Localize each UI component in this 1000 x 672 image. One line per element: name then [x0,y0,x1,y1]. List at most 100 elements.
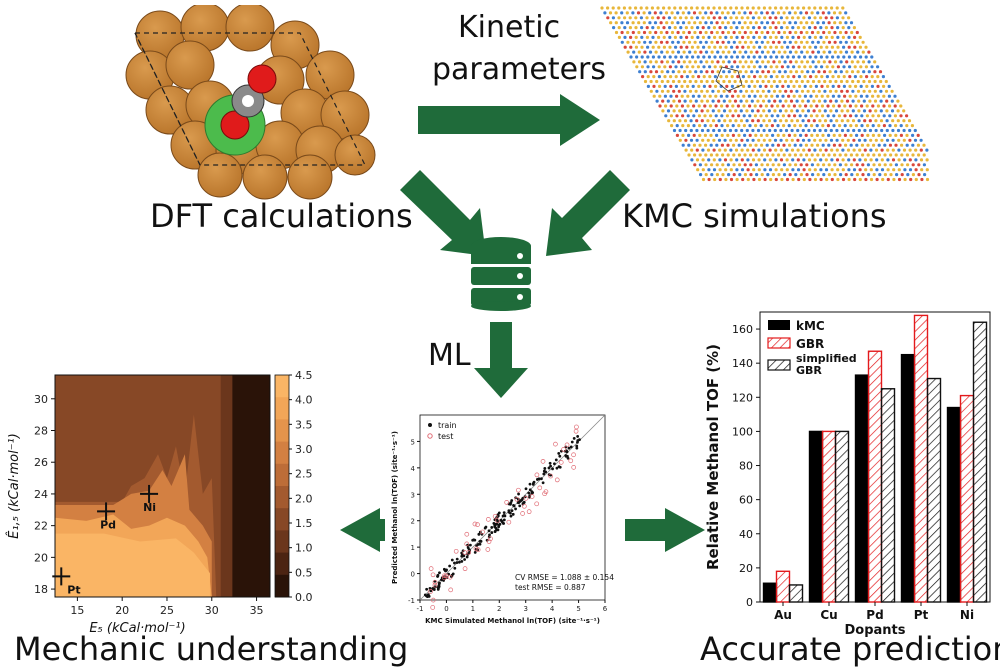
lattice-site [722,79,726,84]
train-point [432,588,436,591]
lattice-site [672,109,676,113]
lattice-site [897,138,901,142]
lattice-site [726,143,730,147]
lattice-site [873,99,878,103]
lattice-site [661,109,665,113]
lattice-site [756,128,761,133]
lattice-site [665,40,669,44]
lattice-site [744,89,749,93]
lattice-site [781,75,785,79]
kmc-label: KMC simulations [622,197,887,235]
lattice-site [685,35,689,39]
lattice-site [646,55,650,59]
test-point [492,513,498,519]
lattice-site [759,133,763,137]
lattice-site [679,55,683,59]
test-point [462,566,468,572]
lattice-site [800,60,804,64]
lattice-site [875,168,879,172]
test-point [442,575,447,581]
lattice-site [696,55,700,59]
lattice-site [823,109,827,113]
lattice-site [790,128,794,133]
lattice-site [686,114,690,118]
lattice-site [877,133,881,137]
train-point [509,511,512,515]
lattice-site [777,30,781,35]
lattice-site [874,148,879,152]
lattice-site [868,109,872,113]
lattice-site [721,163,725,167]
lattice-site [819,16,823,20]
lattice-site [740,6,744,10]
lattice-site [764,65,768,69]
lattice-site [843,114,847,118]
lattice-site [814,65,818,69]
test-point [430,572,436,578]
lattice-site [754,143,758,147]
lattice-site [844,143,848,147]
lattice-site [844,153,848,157]
lattice-site [730,65,734,69]
lattice-site [861,40,865,44]
lattice-site [855,30,859,35]
lattice-site [778,99,782,103]
test-point [475,547,481,553]
lattice-site [741,65,745,69]
lattice-site [709,11,713,15]
lattice-site [675,124,679,128]
lattice-site [760,30,764,35]
lattice-site [691,94,695,98]
lattice-site [835,148,839,152]
lattice-site [919,138,923,142]
lattice-site [897,158,901,162]
lattice-site [692,124,696,128]
train-point [548,461,552,465]
train-point [514,507,517,511]
lattice-site [872,153,876,157]
lattice-site [731,94,735,98]
train-point [473,550,477,554]
lattice-site [730,55,734,59]
lattice-site [846,128,850,133]
lattice-site [693,30,697,35]
lattice-site [765,153,769,157]
lattice-site [683,89,687,93]
lattice-site [722,89,726,93]
lattice-site [881,75,885,79]
lattice-site [867,79,872,84]
y-tick-label: 140 [732,357,753,370]
lattice-site [811,70,815,74]
lattice-site [666,99,670,103]
lattice-site [811,173,815,177]
lattice-site [759,114,763,118]
y-tick-label: 80 [739,460,753,473]
lattice-site [694,70,698,74]
lattice-site [820,94,824,98]
lattice-site [688,50,692,54]
lattice-site [785,6,789,10]
lattice-site [657,35,661,39]
lattice-site [864,168,868,172]
lattice-site [664,11,669,15]
lattice-site [696,45,700,49]
test-point [526,509,532,515]
lattice-site [832,133,836,137]
train-point [528,482,532,486]
lattice-site [699,40,703,44]
lattice-site [728,99,732,103]
lattice-site [869,168,873,172]
test-point [488,536,493,542]
lattice-site [784,109,788,113]
lattice-site [670,21,674,25]
lattice-site [844,30,848,35]
lattice-site [753,84,757,88]
lattice-site [684,16,688,20]
lattice-site [743,30,747,35]
lattice-site [687,153,691,157]
lattice-site [703,94,707,98]
lattice-site [852,148,856,152]
lattice-site [642,11,646,15]
lattice-site [890,99,894,103]
lattice-site [697,94,701,98]
